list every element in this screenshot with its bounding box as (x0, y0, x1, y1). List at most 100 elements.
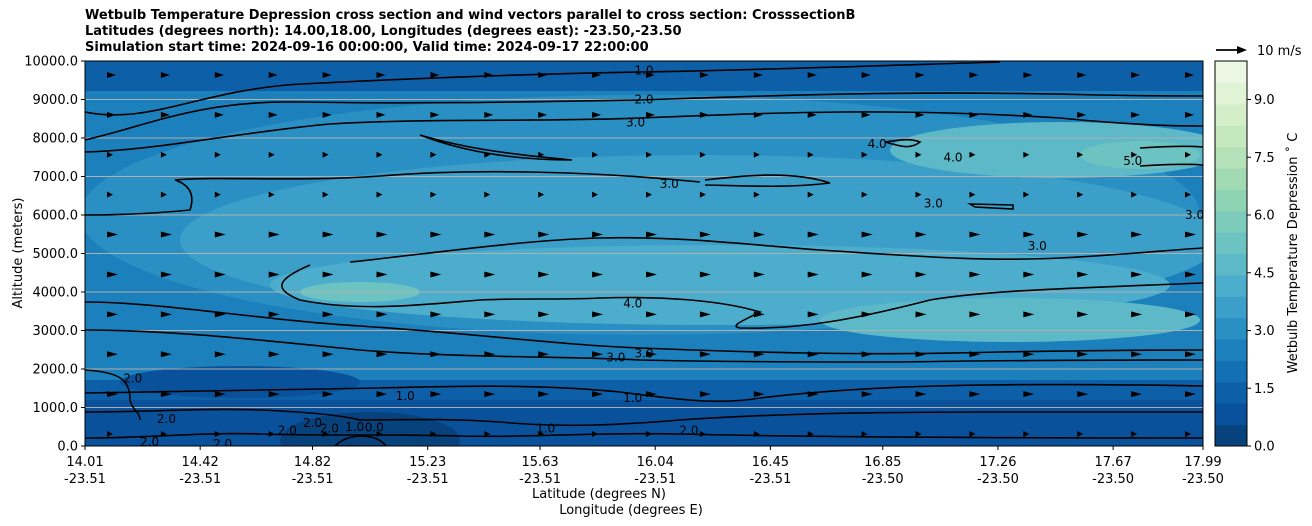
wind-vector (214, 231, 226, 238)
x-tick-label-lon: -23.50 (1182, 472, 1224, 487)
wind-vector (376, 431, 383, 437)
x-tick-label-lat: 14.82 (294, 455, 331, 470)
wind-vector (214, 311, 226, 318)
wind-vector (160, 431, 167, 437)
wind-vector (1077, 391, 1089, 398)
contour-2-0-upper (85, 92, 1203, 141)
wind-vector (969, 391, 981, 398)
wind-vector (861, 111, 871, 118)
contour-fills (85, 61, 1203, 446)
wind-vector (699, 231, 711, 238)
wind-vector (807, 431, 814, 437)
wind-vector (1023, 151, 1030, 158)
colorbar: 0.0 1.5 3.0 4.5 6.0 7.5 9.0 (1214, 60, 1275, 455)
wind-vector (915, 231, 927, 238)
wind-vector (969, 151, 976, 158)
wind-vector (807, 151, 814, 158)
wind-vector (268, 231, 280, 238)
colorbar-tick-label: 6.0 (1254, 209, 1275, 224)
contour-label: 3.0 (1185, 208, 1204, 222)
wind-vector (1023, 271, 1035, 278)
contour-label: 0.0 (365, 421, 384, 435)
wind-vector (322, 111, 332, 118)
wind-vector (1077, 231, 1089, 238)
y-tick-label: 4000.0 (33, 286, 79, 301)
contour-label: 1.0 (536, 422, 555, 436)
wind-vector (1023, 231, 1035, 238)
x-tick-label-lat: 14.42 (182, 455, 219, 470)
wind-vector (969, 72, 979, 78)
wind-vector (430, 351, 442, 358)
wind-vector (861, 391, 873, 398)
contour-5-0-east (1139, 145, 1203, 149)
wind-vector (1185, 191, 1191, 198)
contour-label: 1.0 (623, 391, 642, 405)
fill-surface-min (280, 412, 460, 446)
wind-vector (538, 431, 545, 437)
colorbar-segment (1215, 424, 1247, 447)
wind-vector (376, 271, 388, 278)
contour-3-0-mid (85, 170, 701, 216)
wind-vector (861, 271, 873, 278)
wind-vector (484, 231, 496, 238)
wind-vector (969, 191, 976, 198)
x-tick-label-lat: 15.23 (409, 455, 446, 470)
wind-vector (1185, 72, 1194, 78)
wind-vector (807, 391, 819, 398)
contour-2-0-surface (85, 408, 1203, 427)
colorbar-segment (1215, 360, 1247, 383)
wind-vector (1023, 191, 1030, 198)
wind-vector (1131, 271, 1143, 278)
wind-vector (915, 111, 925, 118)
wind-vector (807, 351, 819, 358)
wind-vector (969, 311, 981, 318)
x-tick-label-lat: 16.45 (752, 455, 789, 470)
wind-vector (592, 431, 599, 437)
wind-vector (1185, 231, 1196, 238)
wind-vector (753, 351, 765, 358)
colorbar-tick-label: 3.0 (1254, 324, 1275, 339)
wind-vector (484, 431, 491, 437)
colorbar-segment (1215, 167, 1247, 190)
wind-vector (430, 191, 437, 198)
wind-vector (214, 111, 224, 118)
wind-vector (592, 391, 604, 398)
wind-vector (538, 311, 550, 318)
wind-vector (160, 311, 172, 318)
x-tick-label-lat: 17.26 (979, 455, 1016, 470)
wind-vector (915, 271, 927, 278)
wind-vector (646, 151, 652, 158)
wind-vector (592, 351, 604, 358)
wind-vector (1131, 311, 1143, 318)
wind-vector (322, 151, 329, 158)
contour-label: 3.0 (1028, 239, 1047, 253)
wind-vector (107, 351, 118, 358)
colorbar-segment (1215, 381, 1247, 404)
contour-label: 2.0 (278, 424, 297, 438)
wind-vector (322, 311, 334, 318)
y-tick-label: 6000.0 (33, 209, 79, 224)
x-tick-label-lon: -23.51 (64, 472, 106, 487)
wind-vector (592, 311, 604, 318)
wind-vector (1023, 351, 1035, 358)
wind-vector (376, 351, 388, 358)
wind-vector (538, 271, 550, 278)
wind-vector (861, 311, 873, 318)
colorbar-segment (1215, 232, 1247, 254)
wind-vector (376, 111, 386, 118)
contour-3-0-band-top (349, 236, 1203, 263)
contour-5-0-east-b (1139, 163, 1203, 167)
contour-labels: 1.0 2.0 3.0 4.0 4.0 5.0 3.0 3.0 3.0 3.0 4.0 3.0 3.0 2… (123, 64, 1204, 446)
wind-vector (214, 151, 221, 158)
wind-vector (969, 111, 979, 118)
chart-title: Wetbulb Temperature Depression cross sec… (85, 8, 855, 56)
wind-vector (1185, 151, 1191, 158)
x-tick-label-lon: -23.50 (1092, 472, 1134, 487)
colorbar-segment (1215, 339, 1247, 361)
y-axis-label: Altitude (meters) (11, 198, 26, 309)
contour-label: 2.0 (123, 372, 142, 386)
wind-vector (376, 311, 388, 318)
colorbar-tick-label: 7.5 (1254, 151, 1275, 166)
title-line-3: Simulation start time: 2024-09-16 00:00:… (85, 40, 649, 55)
contour-3-0-small (966, 203, 1014, 210)
